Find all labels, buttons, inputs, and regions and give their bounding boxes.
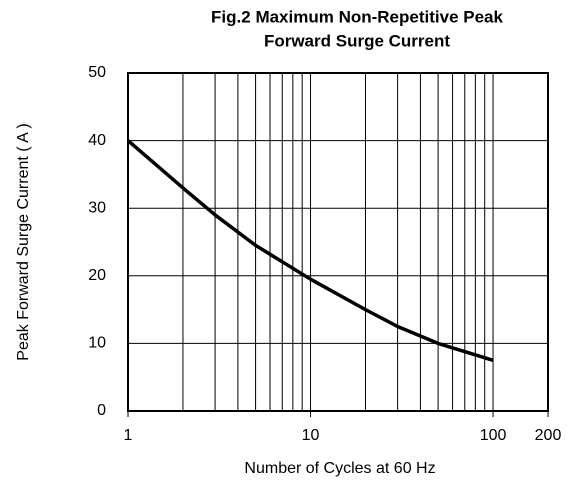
y-tick-label: 40	[88, 132, 106, 149]
plot-frame	[127, 72, 549, 412]
y-tick-label: 50	[88, 64, 106, 81]
y-axis-label: Peak Forward Surge Current ( A )	[15, 123, 32, 360]
y-tick-label: 20	[88, 267, 106, 284]
x-tick-label: 100	[480, 427, 507, 444]
x-axis-label: Number of Cycles at 60 Hz	[244, 460, 435, 477]
y-tick-label: 10	[88, 335, 106, 352]
data-line	[126, 139, 494, 362]
chart-title: Forward Surge Current	[264, 31, 450, 50]
y-tick-label: 0	[97, 402, 106, 419]
x-tick-label: 200	[535, 427, 562, 444]
x-tick-label: 10	[302, 427, 320, 444]
chart-title: Fig.2 Maximum Non-Repetitive Peak	[211, 7, 503, 26]
y-tick-label: 30	[88, 199, 106, 216]
x-tick-label: 1	[124, 427, 133, 444]
